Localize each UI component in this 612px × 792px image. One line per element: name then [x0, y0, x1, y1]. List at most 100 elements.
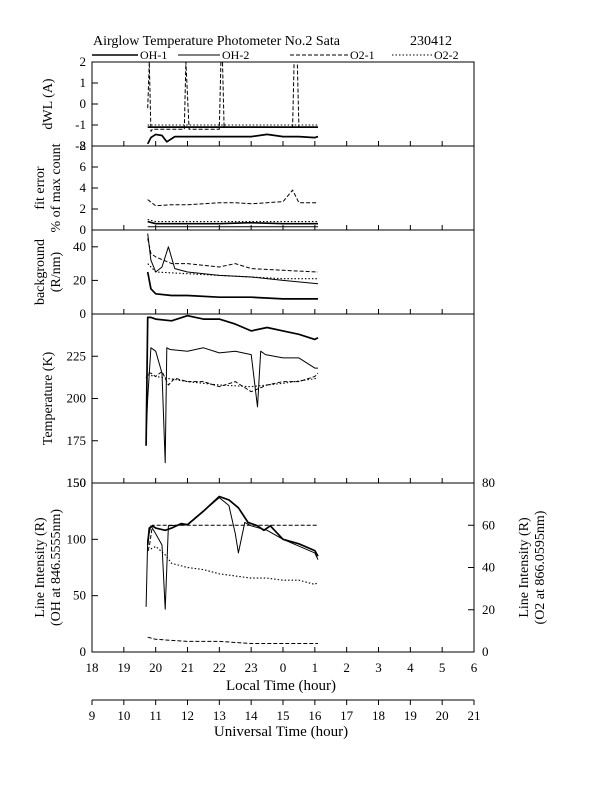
- y-tick-label: 6: [80, 159, 87, 174]
- legend-label-oh1: OH-1: [140, 48, 167, 62]
- local-time-tick-label: 2: [343, 660, 350, 675]
- local-time-tick-label: 18: [86, 660, 99, 675]
- legend-item-oh1: OH-1: [92, 48, 167, 62]
- y-tick-label: 150: [67, 475, 87, 490]
- legend-label-o22: O2-2: [434, 48, 459, 62]
- panel-dwl: 2 1 0 -1 -2 dWL (A): [41, 54, 475, 153]
- panel-background: 40 20 0 background (R/nm): [33, 229, 475, 321]
- y-right-tick-label: 60: [482, 517, 495, 532]
- series-oh-1: [145, 314, 319, 446]
- chart-header: Airglow Temperature Photometer No.2 Sata…: [93, 34, 452, 49]
- local-time-axis-label: Local Time (hour): [226, 678, 336, 694]
- series-oh-2: [146, 133, 319, 145]
- universal-time-tick-label: 13: [213, 708, 226, 723]
- y-axis-label: fit error: [33, 166, 48, 209]
- universal-time-tick-label: 20: [436, 708, 449, 723]
- chart-title: Airglow Temperature Photometer No.2 Sata: [93, 34, 341, 49]
- universal-time-tick-label: 12: [181, 708, 194, 723]
- legend-item-o22: O2-2: [392, 48, 459, 62]
- y-axis-label: background: [33, 239, 48, 305]
- series-oh-2: [145, 497, 319, 610]
- legend-label-o21: O2-1: [350, 48, 375, 62]
- series-o2-2: [147, 263, 318, 280]
- local-time-tick-label: 19: [117, 660, 130, 675]
- local-time-tick-label: 23: [245, 660, 258, 675]
- local-time-tick-label: 0: [280, 660, 287, 675]
- y-tick-label: 0: [80, 644, 87, 659]
- y-tick-label: 2: [80, 201, 87, 216]
- y-right-axis-label: Line Intensity (R): [517, 517, 532, 618]
- series-oh-1: [147, 233, 319, 285]
- y-tick-label: 40: [73, 239, 86, 254]
- panel-temperature: 225 200 175 150 Temperature (K): [41, 313, 475, 490]
- y-right-tick-label: 0: [482, 644, 489, 659]
- series-o2-2-low: [147, 636, 318, 644]
- y-tick-label: 1: [80, 75, 87, 90]
- universal-time-axis-label: Universal Time (hour): [214, 724, 348, 740]
- local-time-tick-label: 6: [471, 660, 478, 675]
- y-right-axis-label: (O2 at 866.0595nm): [533, 510, 548, 624]
- panel-fit-error: 8 6 4 2 0 fit error% of max count: [33, 138, 475, 237]
- series-oh-1: [146, 495, 319, 557]
- y-tick-label: 4: [80, 180, 87, 195]
- universal-time-tick-label: 18: [372, 708, 385, 723]
- y-axis-label: (R/nm): [49, 251, 64, 292]
- y-axis-label: dWL (A): [41, 78, 56, 130]
- local-time-tick-label: 22: [213, 660, 226, 675]
- universal-time-tick-label: 16: [308, 708, 322, 723]
- universal-time-tick-label: 19: [404, 708, 417, 723]
- y-tick-label: 100: [67, 531, 87, 546]
- y-tick-label: 200: [67, 391, 87, 406]
- series-o2-2: [147, 374, 319, 388]
- legend-label-oh2: OH-2: [222, 48, 249, 62]
- y-right-tick-label: 20: [482, 602, 495, 617]
- series-oh-1: [147, 220, 318, 225]
- y-tick-label: 20: [73, 272, 86, 287]
- panel-frame: [91, 482, 475, 653]
- legend: OH-1 OH-2 O2-1 O2-2: [92, 48, 459, 62]
- universal-time-tick-label: 14: [245, 708, 259, 723]
- series-o2-2: [147, 545, 319, 585]
- y-axis-label: (OH at 846.5555nm): [49, 509, 64, 626]
- y-tick-label: -2: [75, 138, 86, 153]
- y-tick-label: 50: [73, 588, 86, 603]
- local-time-tick-label: 3: [375, 660, 382, 675]
- y-right-tick-label: 80: [482, 475, 495, 490]
- series-oh-2: [146, 271, 318, 300]
- y-tick-label: 0: [80, 96, 87, 111]
- legend-item-o21: O2-1: [290, 48, 375, 62]
- panel-frame: [91, 145, 475, 231]
- y-axis-label: % of max count: [49, 143, 64, 232]
- chart-date: 230412: [410, 34, 452, 49]
- chart-panels: 2 1 0 -1 -2 dWL (A) 8 6 4 20 fit error% of max cou…: [33, 54, 548, 659]
- y-right-tick-label: 40: [482, 560, 495, 575]
- y-tick-label: 175: [67, 433, 87, 448]
- panel-frame: [91, 313, 475, 484]
- series-o2-2: [147, 218, 318, 223]
- local-time-tick-label: 20: [149, 660, 162, 675]
- y-tick-label: 0: [80, 306, 87, 321]
- y-tick-label: 225: [67, 348, 87, 363]
- series-o2-1: [147, 189, 318, 207]
- series-o2-1: [145, 371, 319, 393]
- y-axis-label: Line Intensity (R): [33, 517, 48, 618]
- y-tick-label: 0: [80, 222, 87, 237]
- series-oh-2: [145, 347, 318, 464]
- universal-time-tick-label: 9: [89, 708, 96, 723]
- series-o2-1: [147, 524, 318, 551]
- universal-time-tick-label: 11: [149, 708, 162, 723]
- universal-time-tick-label: 21: [468, 708, 481, 723]
- y-tick-label: 8: [80, 138, 87, 153]
- y-tick-label: 150: [67, 475, 87, 490]
- y-axis-label: Temperature (K): [41, 351, 56, 445]
- local-time-tick-label: 21: [181, 660, 194, 675]
- local-time-tick-label: 5: [439, 660, 446, 675]
- series-o2-1: [147, 238, 319, 273]
- local-time-tick-label: 4: [407, 660, 414, 675]
- series-o2-1: [147, 62, 318, 132]
- legend-item-oh2: OH-2: [178, 48, 249, 62]
- y-tick-label: -1: [75, 117, 86, 132]
- universal-time-tick-label: 15: [277, 708, 290, 723]
